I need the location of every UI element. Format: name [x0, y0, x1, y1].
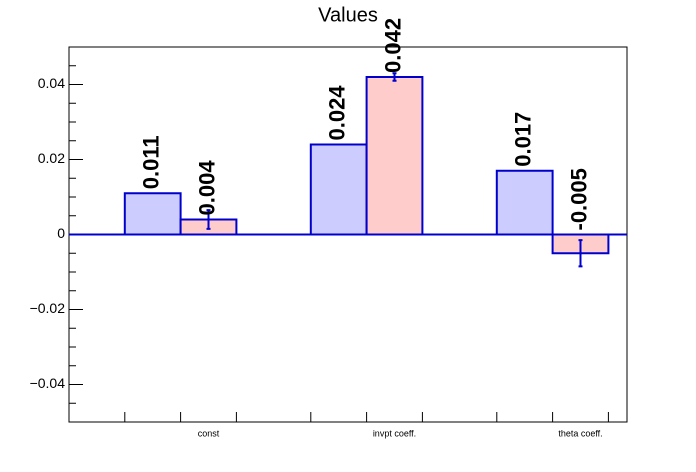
- y-tick-label: 0: [57, 225, 65, 241]
- y-tick-label: 0.02: [38, 150, 65, 166]
- bar: [309, 143, 368, 236]
- y-tick-label: −0.02: [30, 300, 66, 316]
- x-tick-label: theta coeff.: [558, 428, 602, 438]
- chart-title: Values: [318, 4, 378, 26]
- bar: [495, 169, 554, 236]
- bar: [365, 76, 424, 236]
- x-tick-label: invpt coeff.: [373, 428, 416, 438]
- y-tick-label: −0.04: [30, 375, 66, 391]
- value-label: 0.011: [139, 135, 164, 189]
- value-label: 0.042: [380, 18, 405, 73]
- value-label: 0.024: [325, 85, 350, 141]
- x-tick-label: const: [198, 428, 220, 438]
- value-label: 0.017: [511, 112, 536, 167]
- bar: [123, 192, 182, 236]
- value-label: 0.004: [194, 160, 219, 216]
- value-label: -0.005: [566, 168, 591, 230]
- y-tick-label: 0.04: [38, 75, 65, 91]
